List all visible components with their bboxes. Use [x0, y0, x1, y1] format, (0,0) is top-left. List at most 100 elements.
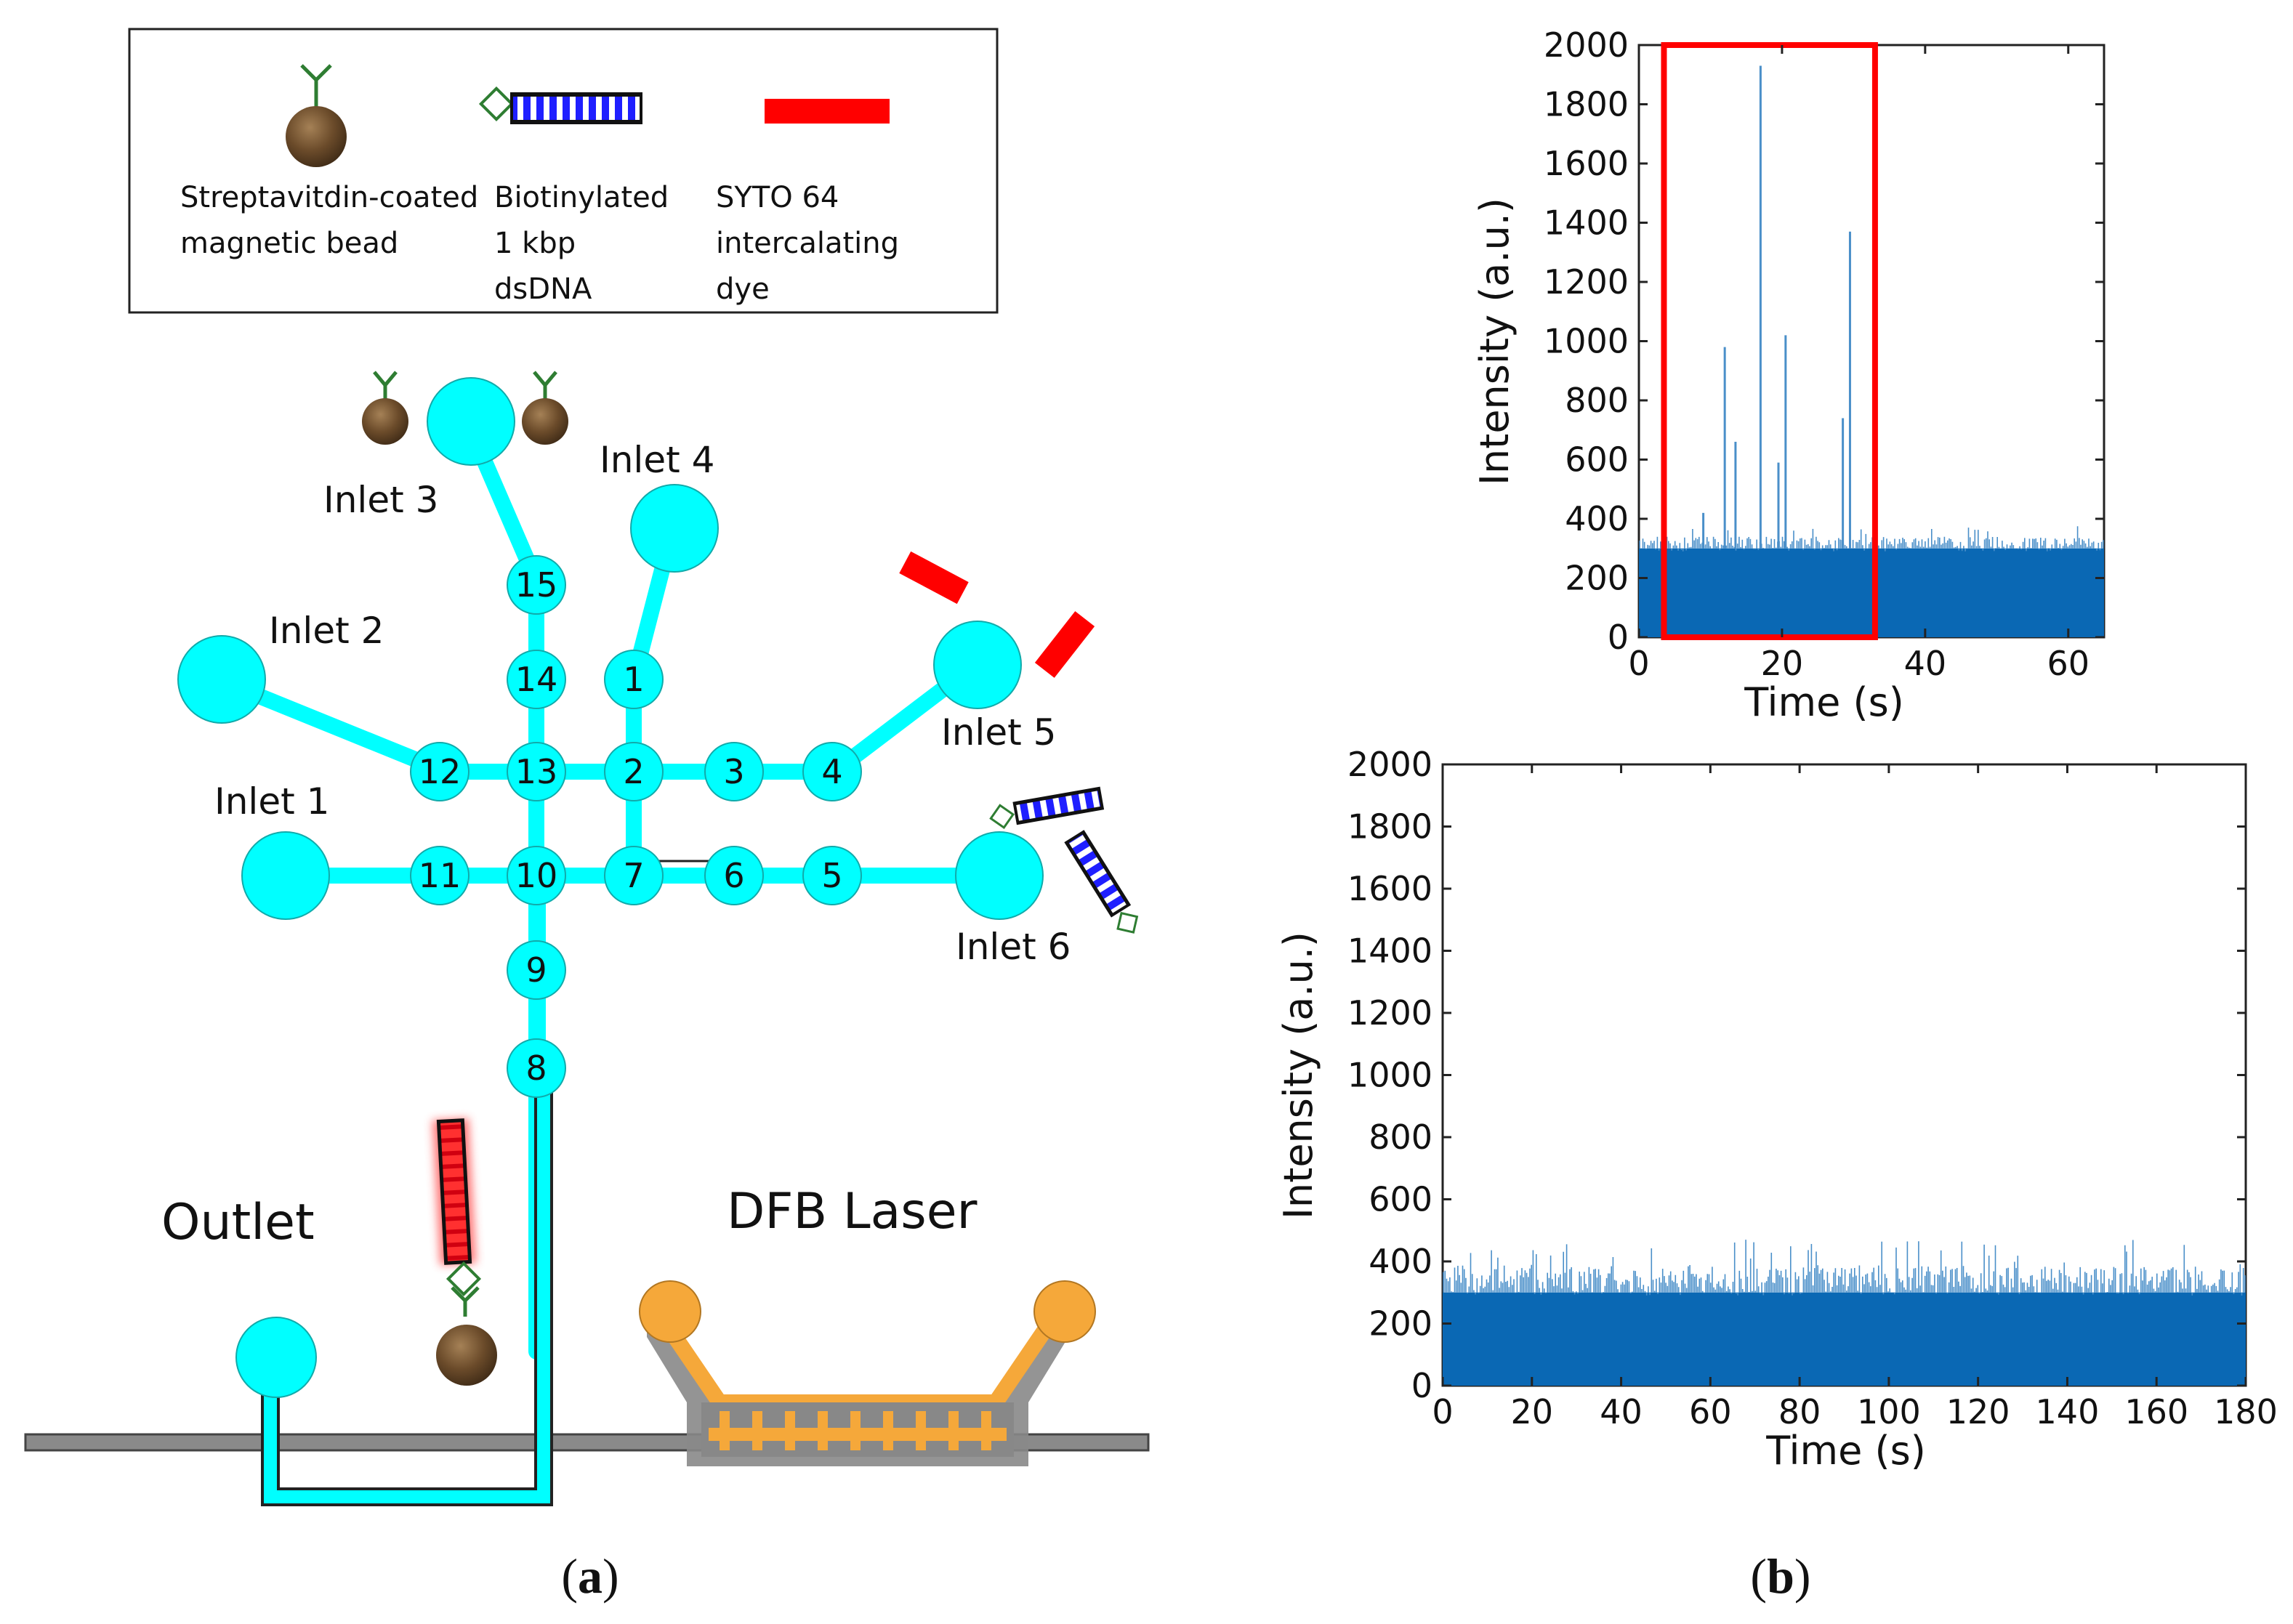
outlet-label: Outlet — [161, 1194, 315, 1251]
node-13-label: 13 — [515, 752, 558, 791]
noise-bars — [1443, 1240, 2246, 1296]
chart-top-y-ticks: 0 200 400 600 800 1000 1200 1400 1600 1800 2000 — [1544, 25, 2104, 657]
nodes — [410, 555, 862, 1098]
x-tick-label: 0 — [1628, 644, 1649, 683]
chart-bottom-bars — [1443, 1240, 2246, 1386]
node-14-label: 14 — [515, 660, 558, 699]
chart-bottom-x-ticks: 0 20 40 60 80 100 120 140 160 180 — [1432, 764, 2278, 1431]
x-tick-label: 0 — [1432, 1392, 1453, 1431]
x-tick-label: 20 — [1511, 1392, 1554, 1431]
dfb-laser — [639, 1280, 1096, 1466]
legend-dna-label-2: 1 kbp — [494, 227, 576, 260]
channels — [210, 413, 1005, 1505]
legend-dye-label-2: intercalating — [716, 227, 899, 260]
legend-dye-icon — [765, 99, 890, 124]
inlet-5-label: Inlet 5 — [941, 711, 1056, 754]
dna-icon-2 — [1064, 830, 1139, 934]
y-tick-label: 1800 — [1347, 807, 1432, 847]
inlet-1-reservoir — [241, 831, 330, 920]
y-tick-label: 1600 — [1347, 869, 1432, 908]
microfluidic-chip: 1 2 3 4 5 6 7 8 9 10 11 12 13 14 15 Inle… — [24, 371, 1150, 1506]
legend-dna-icon — [478, 86, 642, 124]
chart-top-ylabel: Intensity (a.u.) — [1472, 198, 1518, 485]
y-tick-label: 400 — [1565, 499, 1629, 538]
inlet-3-label: Inlet 3 — [323, 479, 438, 521]
legend: Streptavitdin-coated magnetic bead Bioti… — [128, 28, 999, 314]
node-15-label: 15 — [515, 565, 558, 605]
node-4-label: 4 — [821, 752, 842, 791]
chart-top-bars — [1639, 526, 2104, 637]
inlet-2-label: Inlet 2 — [269, 610, 384, 652]
legend-bead-icon — [286, 64, 347, 167]
node-10-label: 10 — [515, 856, 558, 895]
y-tick-label: 1200 — [1544, 262, 1629, 302]
chart-top-x-ticks: 0 20 40 60 — [1628, 45, 2090, 683]
y-tick-label: 800 — [1565, 381, 1629, 420]
y-tick-label: 1000 — [1544, 322, 1629, 361]
y-tick-label: 600 — [1565, 440, 1629, 480]
x-tick-label: 120 — [1946, 1392, 2010, 1431]
y-tick-label: 0 — [1608, 618, 1629, 657]
y-tick-label: 200 — [1369, 1304, 1432, 1344]
node-1-label: 1 — [623, 660, 644, 699]
y-tick-label: 1400 — [1544, 203, 1629, 243]
dye-icon-2 — [1034, 611, 1095, 678]
y-tick-label: 1000 — [1347, 1056, 1432, 1095]
y-tick-label: 2000 — [1544, 25, 1629, 65]
inlet-1-label: Inlet 1 — [214, 780, 329, 823]
inlet-6-label: Inlet 6 — [956, 926, 1071, 968]
y-tick-label: 1400 — [1347, 932, 1432, 971]
y-tick-label: 2000 — [1347, 745, 1432, 784]
x-tick-label: 20 — [1761, 644, 1804, 683]
outlet-reservoir — [235, 1317, 317, 1398]
y-tick-label: 1800 — [1544, 85, 1629, 124]
chart-bottom-ylabel: Intensity (a.u.) — [1276, 932, 1321, 1219]
y-tick-label: 1200 — [1347, 993, 1432, 1033]
chart-bottom-y-ticks: 0 200 400 600 800 1000 1200 1400 1600 1800 2000 — [1347, 745, 2246, 1405]
node-7-label: 7 — [623, 856, 644, 895]
dna-icon-1 — [989, 786, 1105, 830]
x-tick-label: 40 — [1600, 1392, 1643, 1431]
x-tick-label: 180 — [2214, 1392, 2278, 1431]
dye-icon-1 — [899, 551, 969, 605]
inlet-6-reservoir — [955, 831, 1044, 920]
inlet-3-reservoir — [427, 377, 515, 466]
panel-label-b: (b) — [1750, 1548, 1810, 1604]
panel-label-a: (a) — [561, 1548, 618, 1604]
legend-dye-label-3: dye — [716, 272, 770, 306]
inlet-4-label: Inlet 4 — [600, 439, 714, 481]
chart-top: 0 200 400 600 800 1000 1200 1400 1600 1800 2000 0 2… — [1472, 25, 2105, 725]
laser-grating — [720, 1411, 991, 1450]
x-tick-label: 80 — [1778, 1392, 1821, 1431]
inlet-5-reservoir — [933, 621, 1022, 709]
chart-top-xlabel: Time (s) — [1744, 679, 1904, 725]
chart-bottom-xlabel: Time (s) — [1765, 1428, 1926, 1474]
legend-bead-label-2: magnetic bead — [180, 227, 398, 260]
laser-label: DFB Laser — [727, 1183, 978, 1240]
inlet-2-reservoir — [177, 635, 266, 724]
chart-bottom: 0 200 400 600 800 1000 1200 1400 1600 1800 2000 0 2… — [1276, 745, 2278, 1474]
chart-top-frame — [1637, 44, 2105, 639]
y-tick-label: 800 — [1369, 1118, 1432, 1157]
labeled-complex — [432, 1118, 497, 1386]
chart-top-highlight-window — [1661, 42, 1878, 640]
bead-icon-right — [522, 371, 568, 445]
x-tick-label: 60 — [2047, 644, 2090, 683]
x-tick-label: 140 — [2036, 1392, 2100, 1431]
x-tick-label: 40 — [1904, 644, 1947, 683]
y-tick-label: 400 — [1369, 1242, 1432, 1281]
legend-dna-label-3: dsDNA — [494, 272, 592, 306]
legend-frame — [128, 28, 999, 314]
node-11-label: 11 — [419, 856, 462, 895]
y-tick-label: 1600 — [1544, 144, 1629, 183]
node-5-label: 5 — [821, 856, 842, 895]
bead-icon-left — [362, 371, 408, 445]
x-tick-label: 100 — [1857, 1392, 1921, 1431]
node-2-label: 2 — [623, 752, 644, 791]
node-12-label: 12 — [419, 752, 462, 791]
legend-bead-label-1: Streptavitdin-coated — [180, 181, 478, 214]
node-9-label: 9 — [525, 950, 547, 990]
node-3-label: 3 — [723, 752, 744, 791]
x-tick-label: 60 — [1689, 1392, 1732, 1431]
